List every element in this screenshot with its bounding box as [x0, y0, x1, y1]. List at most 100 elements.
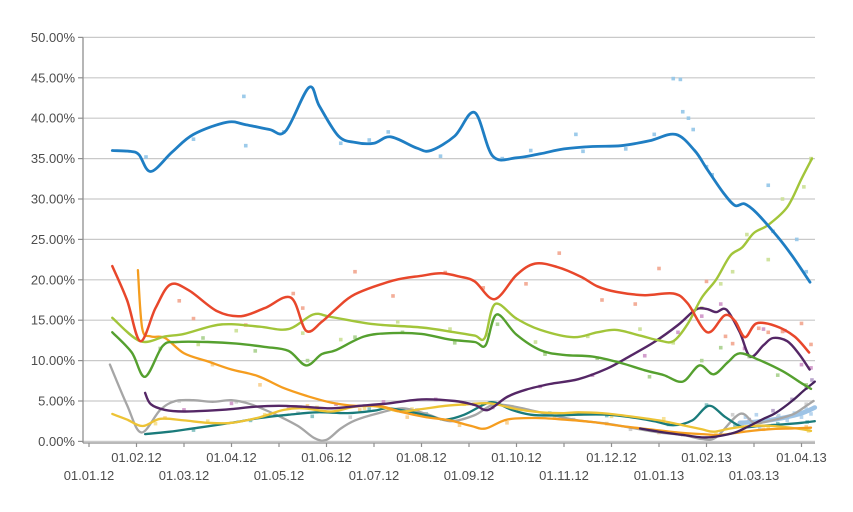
poll-dot-violet [771, 408, 775, 413]
poll-dot-green [452, 341, 457, 345]
poll-dot-blue [623, 147, 628, 151]
poll-dot-light-green [338, 337, 343, 342]
poll-dot-red [177, 299, 182, 303]
poll-dot-red [291, 291, 296, 296]
y-axis-label: 40.00% [31, 111, 76, 126]
poll-dot-light-green [448, 327, 452, 331]
y-axis-label: 30.00% [31, 192, 76, 207]
poll-dot-light-green [802, 185, 806, 189]
poll-dot-teal [367, 407, 372, 411]
y-axis-label: 15.00% [31, 313, 76, 328]
poll-dot-blue [652, 132, 657, 137]
poll-dot-purple [182, 408, 186, 412]
poll-dot-gray [730, 412, 735, 417]
poll-dot-purple [718, 302, 723, 306]
poll-dot-light-green [395, 320, 400, 324]
poll-dot-light-green [766, 257, 771, 262]
poll-dot-red [353, 269, 357, 274]
poll-dot-light-blue [754, 412, 759, 417]
poll-dot-green [543, 352, 547, 356]
x-axis-label: 01.07.12 [349, 468, 400, 483]
poll-dot-red [600, 298, 604, 302]
poll-dot-green [775, 373, 780, 377]
x-axis-label: 01.04.13 [776, 450, 827, 465]
x-axis-label: 01.12.12 [586, 450, 637, 465]
poll-dot-gray [804, 402, 809, 407]
poll-dot-red [756, 326, 761, 331]
poll-dot-light-green [638, 327, 642, 331]
poll-dot-red [557, 251, 562, 255]
x-axis-label: 01.02.12 [111, 450, 162, 465]
poll-dot-blue [686, 116, 691, 120]
poll-dot-light-green [671, 341, 676, 345]
poll-dot-light-blue [785, 418, 790, 423]
poll-dot-red [633, 302, 638, 306]
poll-dot-gray [348, 415, 353, 419]
poll-dot-green [495, 322, 500, 327]
poll-dot-red [391, 294, 395, 298]
poll-dot-light-green [300, 331, 305, 335]
poll-dot-red [704, 279, 709, 284]
series-line-violet [638, 380, 816, 439]
poll-dot-light-blue [799, 415, 804, 419]
poll-dot-light-blue [743, 415, 748, 419]
y-axis-label: 35.00% [31, 151, 76, 166]
poll-dot-blue [804, 269, 809, 274]
poll-dot-green [647, 374, 652, 379]
poll-dot-red [799, 321, 804, 326]
poll-dot-purple [229, 401, 234, 406]
poll-dot-yellow [153, 421, 158, 426]
x-axis-label: 01.09.12 [444, 468, 495, 483]
poll-dot-blue [691, 127, 695, 132]
poll-dot-red [300, 306, 305, 310]
poll-dot-orange [457, 423, 462, 428]
y-axis-label: 10.00% [31, 353, 76, 368]
poll-dot-purple [761, 327, 766, 331]
poll-dot-blue [671, 76, 676, 81]
poll-dot-blue [242, 94, 246, 99]
poll-dot-orange [505, 421, 509, 425]
poll-dot-purple [676, 330, 680, 335]
poll-dot-blue [528, 148, 533, 153]
poll-dot-light-green [780, 197, 785, 201]
poll-dot-green [201, 336, 205, 340]
poll-dot-red [780, 329, 785, 334]
poll-dot-blue [144, 155, 148, 159]
poll-dot-green [718, 345, 723, 350]
poll-dot-light-green [234, 328, 239, 333]
poll-dot-light-green [196, 342, 201, 347]
poll-dot-teal [191, 428, 196, 432]
poll-dot-blue [500, 156, 505, 161]
poll-dot-blue [367, 138, 372, 142]
poll-dot-red [657, 266, 661, 271]
poll-dot-teal [310, 414, 315, 419]
poll-dot-purple [699, 314, 704, 318]
x-axis-label: 01.11.12 [539, 468, 589, 483]
x-axis-label: 01.06.12 [301, 450, 352, 465]
poll-dot-red [809, 342, 813, 347]
poll-dot-blue [680, 109, 685, 114]
poll-dot-yellow [205, 419, 210, 423]
y-axis-label: 50.00% [31, 30, 76, 45]
poll-dot-light-green [533, 340, 538, 344]
x-axis-label: 01.05.12 [254, 468, 305, 483]
poll-dot-teal [704, 403, 709, 407]
poll-dot-light-green [745, 232, 749, 237]
poll-dot-yellow [609, 414, 614, 419]
x-axis-label: 01.10.12 [491, 450, 542, 465]
x-axis-label: 01.03.13 [729, 468, 780, 483]
poll-dot-orange [405, 415, 410, 419]
poll-dot-light-green [730, 269, 735, 274]
poll-dot-blue [574, 132, 578, 137]
x-axis-label: 01.01.12 [64, 468, 115, 483]
y-axis-label: 45.00% [31, 70, 76, 85]
poll-dot-teal [733, 423, 737, 428]
poll-dot-orange [210, 362, 215, 367]
poll-dot-red [481, 286, 486, 290]
poll-dot-yellow [362, 406, 367, 411]
poll-dot-red [723, 334, 728, 339]
poll-dot-purple [642, 353, 647, 358]
poll-dot-blue [581, 149, 585, 154]
